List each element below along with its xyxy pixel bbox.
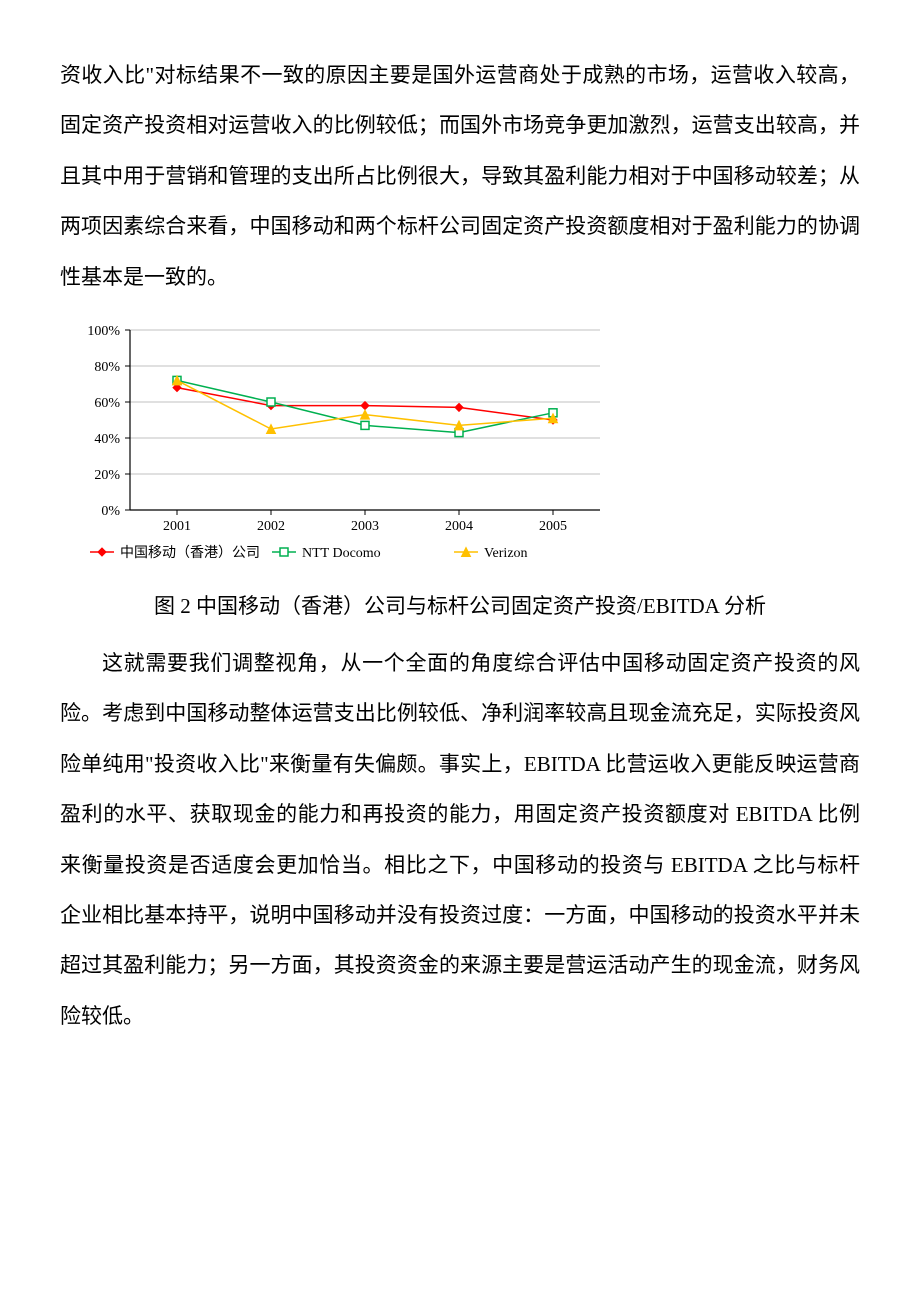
chart-container: 0% 20% 40% 60% 80% 100% 2001 2002 2003 2004 2005 中国… [60, 320, 860, 580]
svg-text:2002: 2002 [257, 519, 285, 534]
svg-text:80%: 80% [94, 360, 120, 375]
svg-text:100%: 100% [87, 324, 120, 339]
svg-text:2004: 2004 [445, 519, 473, 534]
svg-text:Verizon: Verizon [484, 546, 528, 561]
svg-text:中国移动（香港）公司: 中国移动（香港）公司 [120, 545, 260, 561]
svg-text:60%: 60% [94, 396, 120, 411]
svg-text:2001: 2001 [163, 519, 191, 534]
svg-text:0%: 0% [101, 504, 120, 519]
svg-text:NTT Docomo: NTT Docomo [302, 546, 381, 561]
figure-caption: 图 2 中国移动（香港）公司与标杆公司固定资产投资/EBITDA 分析 [60, 590, 860, 620]
svg-text:2005: 2005 [539, 519, 567, 534]
ebitda-line-chart: 0% 20% 40% 60% 80% 100% 2001 2002 2003 2004 2005 中国… [60, 320, 620, 580]
svg-text:40%: 40% [94, 432, 120, 447]
svg-text:20%: 20% [94, 468, 120, 483]
svg-text:2003: 2003 [351, 519, 379, 534]
paragraph-1: 资收入比"对标结果不一致的原因主要是国外运营商处于成熟的市场，运营收入较高，固定… [60, 50, 860, 302]
paragraph-2: 这就需要我们调整视角，从一个全面的角度综合评估中国移动固定资产投资的风险。考虑到… [60, 638, 860, 1041]
